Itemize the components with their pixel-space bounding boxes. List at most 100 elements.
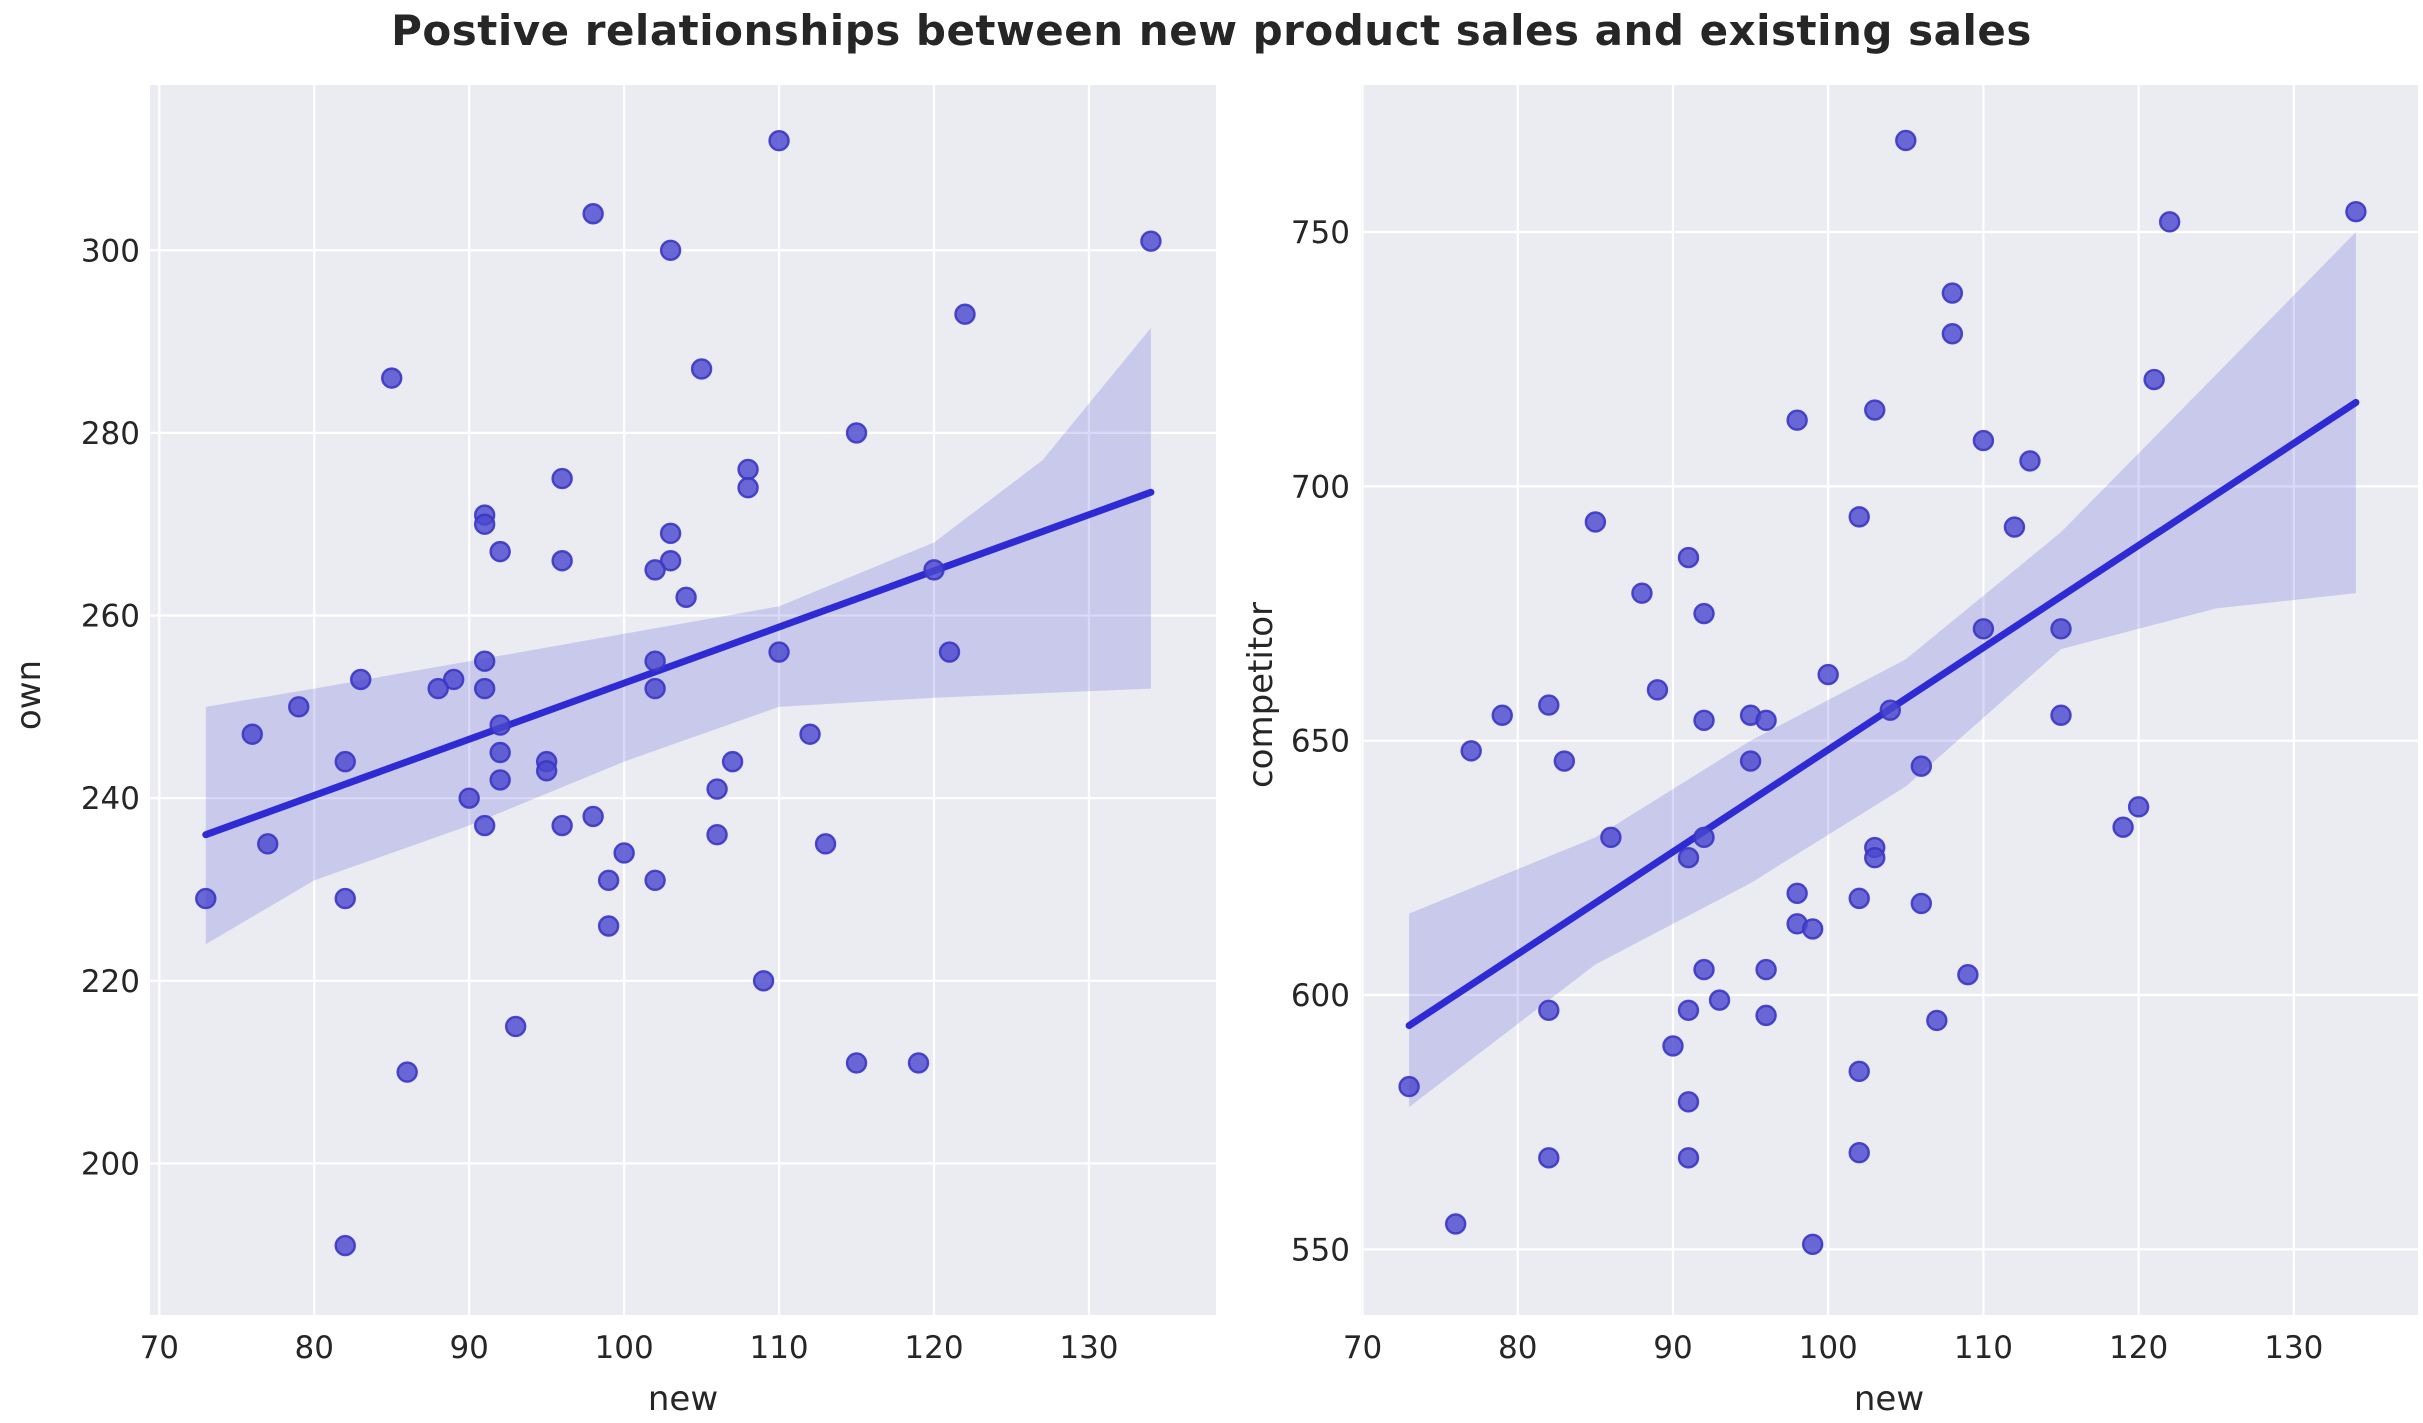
data-point <box>334 887 356 910</box>
data-point <box>2112 816 2134 838</box>
data-point <box>1910 892 1933 915</box>
data-point <box>2345 200 2367 223</box>
data-point <box>551 550 573 572</box>
data-point <box>473 677 496 700</box>
data-point <box>257 833 279 855</box>
data-point <box>489 540 511 563</box>
data-point <box>1926 1009 1948 1032</box>
data-point <box>458 787 480 809</box>
x-tick-label: 70 <box>1343 1330 1382 1366</box>
data-point <box>350 668 372 691</box>
data-point <box>737 458 759 481</box>
data-point <box>1693 826 1715 849</box>
y-tick-label: 600 <box>1291 978 1350 1014</box>
data-point <box>706 778 728 800</box>
data-point <box>473 650 496 672</box>
data-point <box>1600 826 1622 849</box>
y-tick-label: 260 <box>81 599 140 635</box>
data-point <box>504 1015 527 1038</box>
data-point <box>551 467 573 490</box>
data-point <box>1755 1004 1777 1027</box>
data-point <box>195 887 217 910</box>
y-tick-label: 220 <box>81 964 140 1000</box>
x-tick-label: 120 <box>904 1330 963 1366</box>
data-point <box>1140 230 1162 252</box>
data-point <box>737 476 759 499</box>
y-tick-label: 550 <box>1291 1232 1350 1268</box>
data-point <box>659 239 682 261</box>
data-point <box>2127 796 2150 818</box>
data-point <box>1662 1035 1684 1057</box>
x-tick-label: 80 <box>1498 1330 1537 1366</box>
data-point <box>1646 679 1669 701</box>
data-point <box>1693 602 1715 625</box>
data-point <box>1708 989 1731 1011</box>
data-point <box>613 842 635 864</box>
data-point <box>1957 963 1979 986</box>
y-axis-label: competitor <box>1241 602 1281 788</box>
data-point <box>473 513 496 535</box>
data-point <box>1677 1147 1700 1169</box>
data-point <box>1801 918 1824 940</box>
confidence-band <box>1409 232 2356 1107</box>
x-tick-label: 130 <box>1059 1330 1118 1366</box>
data-point <box>442 668 465 691</box>
data-point <box>1538 1147 1560 1169</box>
data-point <box>845 422 868 444</box>
data-point <box>1631 582 1653 604</box>
data-point <box>1693 958 1715 981</box>
data-point <box>1693 709 1715 732</box>
data-point <box>768 641 790 663</box>
data-point <box>954 303 976 325</box>
data-point <box>644 650 666 672</box>
data-point <box>1460 740 1482 762</box>
panel-competitor: 70 80 90 100 110 120 130 550 600 650 700 750 new comp… <box>1241 85 2418 1419</box>
data-point <box>752 970 775 992</box>
data-point <box>938 641 961 663</box>
data-point <box>644 559 666 581</box>
x-tick-label: 110 <box>749 1330 808 1366</box>
data-point <box>597 869 620 892</box>
x-tick-label: 90 <box>1653 1330 1692 1366</box>
data-point <box>907 1052 930 1074</box>
data-point <box>1584 511 1607 533</box>
data-point <box>597 915 620 937</box>
data-point <box>1801 1233 1824 1255</box>
confidence-band <box>205 327 1151 945</box>
data-point <box>845 1052 868 1074</box>
data-point <box>1553 750 1576 772</box>
y-tick-label: 240 <box>81 781 140 817</box>
x-axis-label: new <box>648 1379 718 1419</box>
data-point <box>1972 429 1995 452</box>
data-point <box>288 696 310 718</box>
x-tick-label: 90 <box>449 1330 488 1366</box>
data-point <box>2158 211 2181 233</box>
data-point <box>1848 887 1870 910</box>
data-point <box>334 750 356 773</box>
data-point <box>489 741 511 764</box>
data-point <box>1848 1060 1870 1083</box>
data-point <box>427 677 449 700</box>
data-point <box>1817 663 1839 686</box>
data-point <box>1538 999 1560 1021</box>
data-point <box>2003 516 2026 538</box>
data-point <box>768 130 790 152</box>
data-point <box>1398 1075 1420 1098</box>
data-point <box>1538 694 1560 716</box>
y-tick-label: 300 <box>81 233 140 269</box>
y-tick-label: 700 <box>1291 469 1350 505</box>
data-point <box>1444 1213 1467 1235</box>
data-point <box>1739 750 1762 772</box>
data-point <box>923 559 945 581</box>
data-point <box>644 677 666 700</box>
x-tick-label: 80 <box>295 1330 334 1366</box>
data-point <box>2050 618 2072 640</box>
chart-title: Postive relationships between new produc… <box>391 6 2032 55</box>
data-point <box>1677 999 1700 1021</box>
data-point <box>690 358 713 380</box>
data-point <box>2143 368 2165 391</box>
data-point <box>1677 1091 1700 1113</box>
data-point <box>2019 450 2041 472</box>
